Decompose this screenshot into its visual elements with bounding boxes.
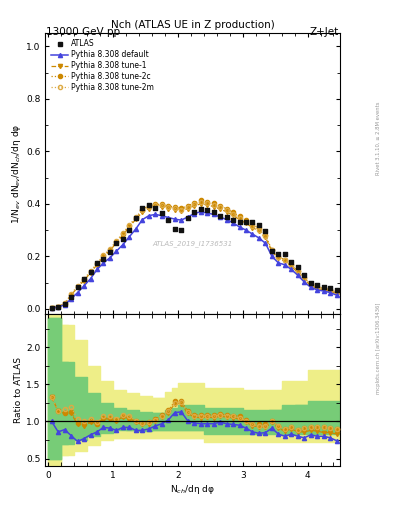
Point: [152, 204, 158, 212]
Point: [126, 226, 132, 234]
Point: [178, 226, 184, 234]
Point: [301, 271, 307, 279]
Y-axis label: 1/N$_{ev}$ dN$_{ev}$/dN$_{ch}$/dη dφ: 1/N$_{ev}$ dN$_{ev}$/dN$_{ch}$/dη dφ: [10, 123, 23, 224]
Point: [262, 227, 268, 236]
Point: [100, 255, 107, 263]
Point: [94, 259, 100, 267]
Point: [113, 239, 119, 247]
Title: Nch (ATLAS UE in Z production): Nch (ATLAS UE in Z production): [111, 20, 274, 30]
Point: [269, 247, 275, 255]
Point: [198, 205, 204, 213]
Point: [185, 214, 191, 222]
Point: [243, 218, 249, 226]
Point: [217, 211, 223, 220]
Point: [146, 201, 152, 209]
Point: [204, 206, 210, 215]
Point: [334, 286, 340, 294]
X-axis label: N$_{ch}$/dη dφ: N$_{ch}$/dη dφ: [170, 482, 215, 496]
Point: [159, 209, 165, 217]
Point: [282, 250, 288, 258]
Point: [314, 281, 320, 289]
Point: [308, 279, 314, 287]
Point: [288, 258, 294, 266]
Point: [107, 248, 113, 257]
Point: [61, 300, 68, 308]
Point: [81, 274, 87, 283]
Text: ATLAS_2019_I1736531: ATLAS_2019_I1736531: [152, 241, 233, 247]
Text: 13000 GeV pp: 13000 GeV pp: [46, 27, 121, 37]
Point: [120, 235, 126, 243]
Point: [237, 218, 243, 226]
Point: [87, 268, 94, 276]
Point: [224, 213, 230, 221]
Point: [275, 250, 281, 258]
Point: [211, 208, 217, 216]
Point: [191, 208, 197, 216]
Y-axis label: Ratio to ATLAS: Ratio to ATLAS: [14, 357, 23, 423]
Text: Z+Jet: Z+Jet: [310, 27, 339, 37]
Point: [327, 284, 333, 292]
Point: [230, 216, 236, 224]
Point: [295, 263, 301, 271]
Point: [55, 303, 61, 311]
Point: [133, 214, 139, 222]
Text: mcplots.cern.ch [arXiv:1306.3436]: mcplots.cern.ch [arXiv:1306.3436]: [376, 303, 380, 394]
Point: [249, 218, 255, 226]
Text: Rivet 3.1.10, ≥ 2.8M events: Rivet 3.1.10, ≥ 2.8M events: [376, 101, 380, 175]
Point: [48, 304, 55, 312]
Point: [165, 216, 171, 224]
Point: [74, 283, 81, 291]
Legend: ATLAS, Pythia 8.308 default, Pythia 8.308 tune-1, Pythia 8.308 tune-2c, Pythia 8: ATLAS, Pythia 8.308 default, Pythia 8.30…: [49, 37, 156, 94]
Point: [172, 225, 178, 233]
Point: [321, 283, 327, 291]
Point: [68, 292, 74, 301]
Point: [256, 221, 262, 229]
Point: [139, 204, 145, 212]
